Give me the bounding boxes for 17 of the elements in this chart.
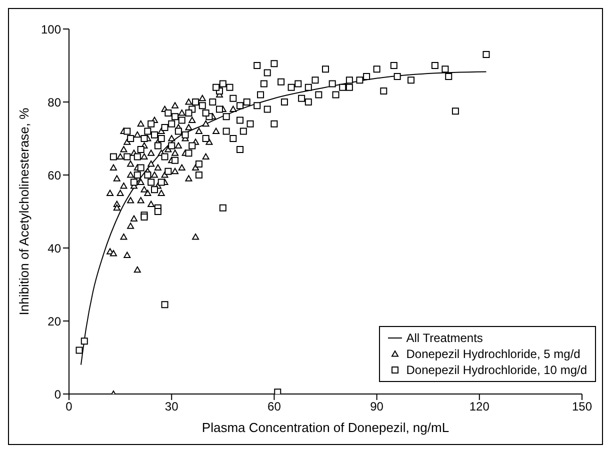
x-tick-label: 90 [370, 400, 384, 414]
x-tick-label: 150 [572, 400, 592, 414]
x-tick-label: 120 [469, 400, 490, 414]
legend-label: Donepezil Hydrochloride, 5 mg/d [406, 346, 580, 362]
y-tick-label: 40 [48, 241, 62, 256]
y-tick-label: 0 [54, 387, 62, 402]
y-tick-label: 20 [48, 314, 62, 328]
y-tick-label: 100 [40, 22, 62, 36]
x-tick-label: 60 [268, 400, 282, 414]
legend-label: All Treatments [406, 330, 483, 346]
x-tick-label: 0 [66, 400, 73, 414]
y-tick-label: 60 [48, 168, 62, 182]
x-axis-title: Plasma Concentration of Donepezil, ng/mL [202, 420, 450, 435]
x-tick-label: 30 [164, 400, 179, 414]
y-tick-label: 80 [48, 95, 62, 110]
y-axis-title: Inhibition of Acetylcholinesterase, % [16, 107, 32, 316]
legend-label: Donepezil Hydrochloride, 10 mg/d [406, 362, 587, 378]
